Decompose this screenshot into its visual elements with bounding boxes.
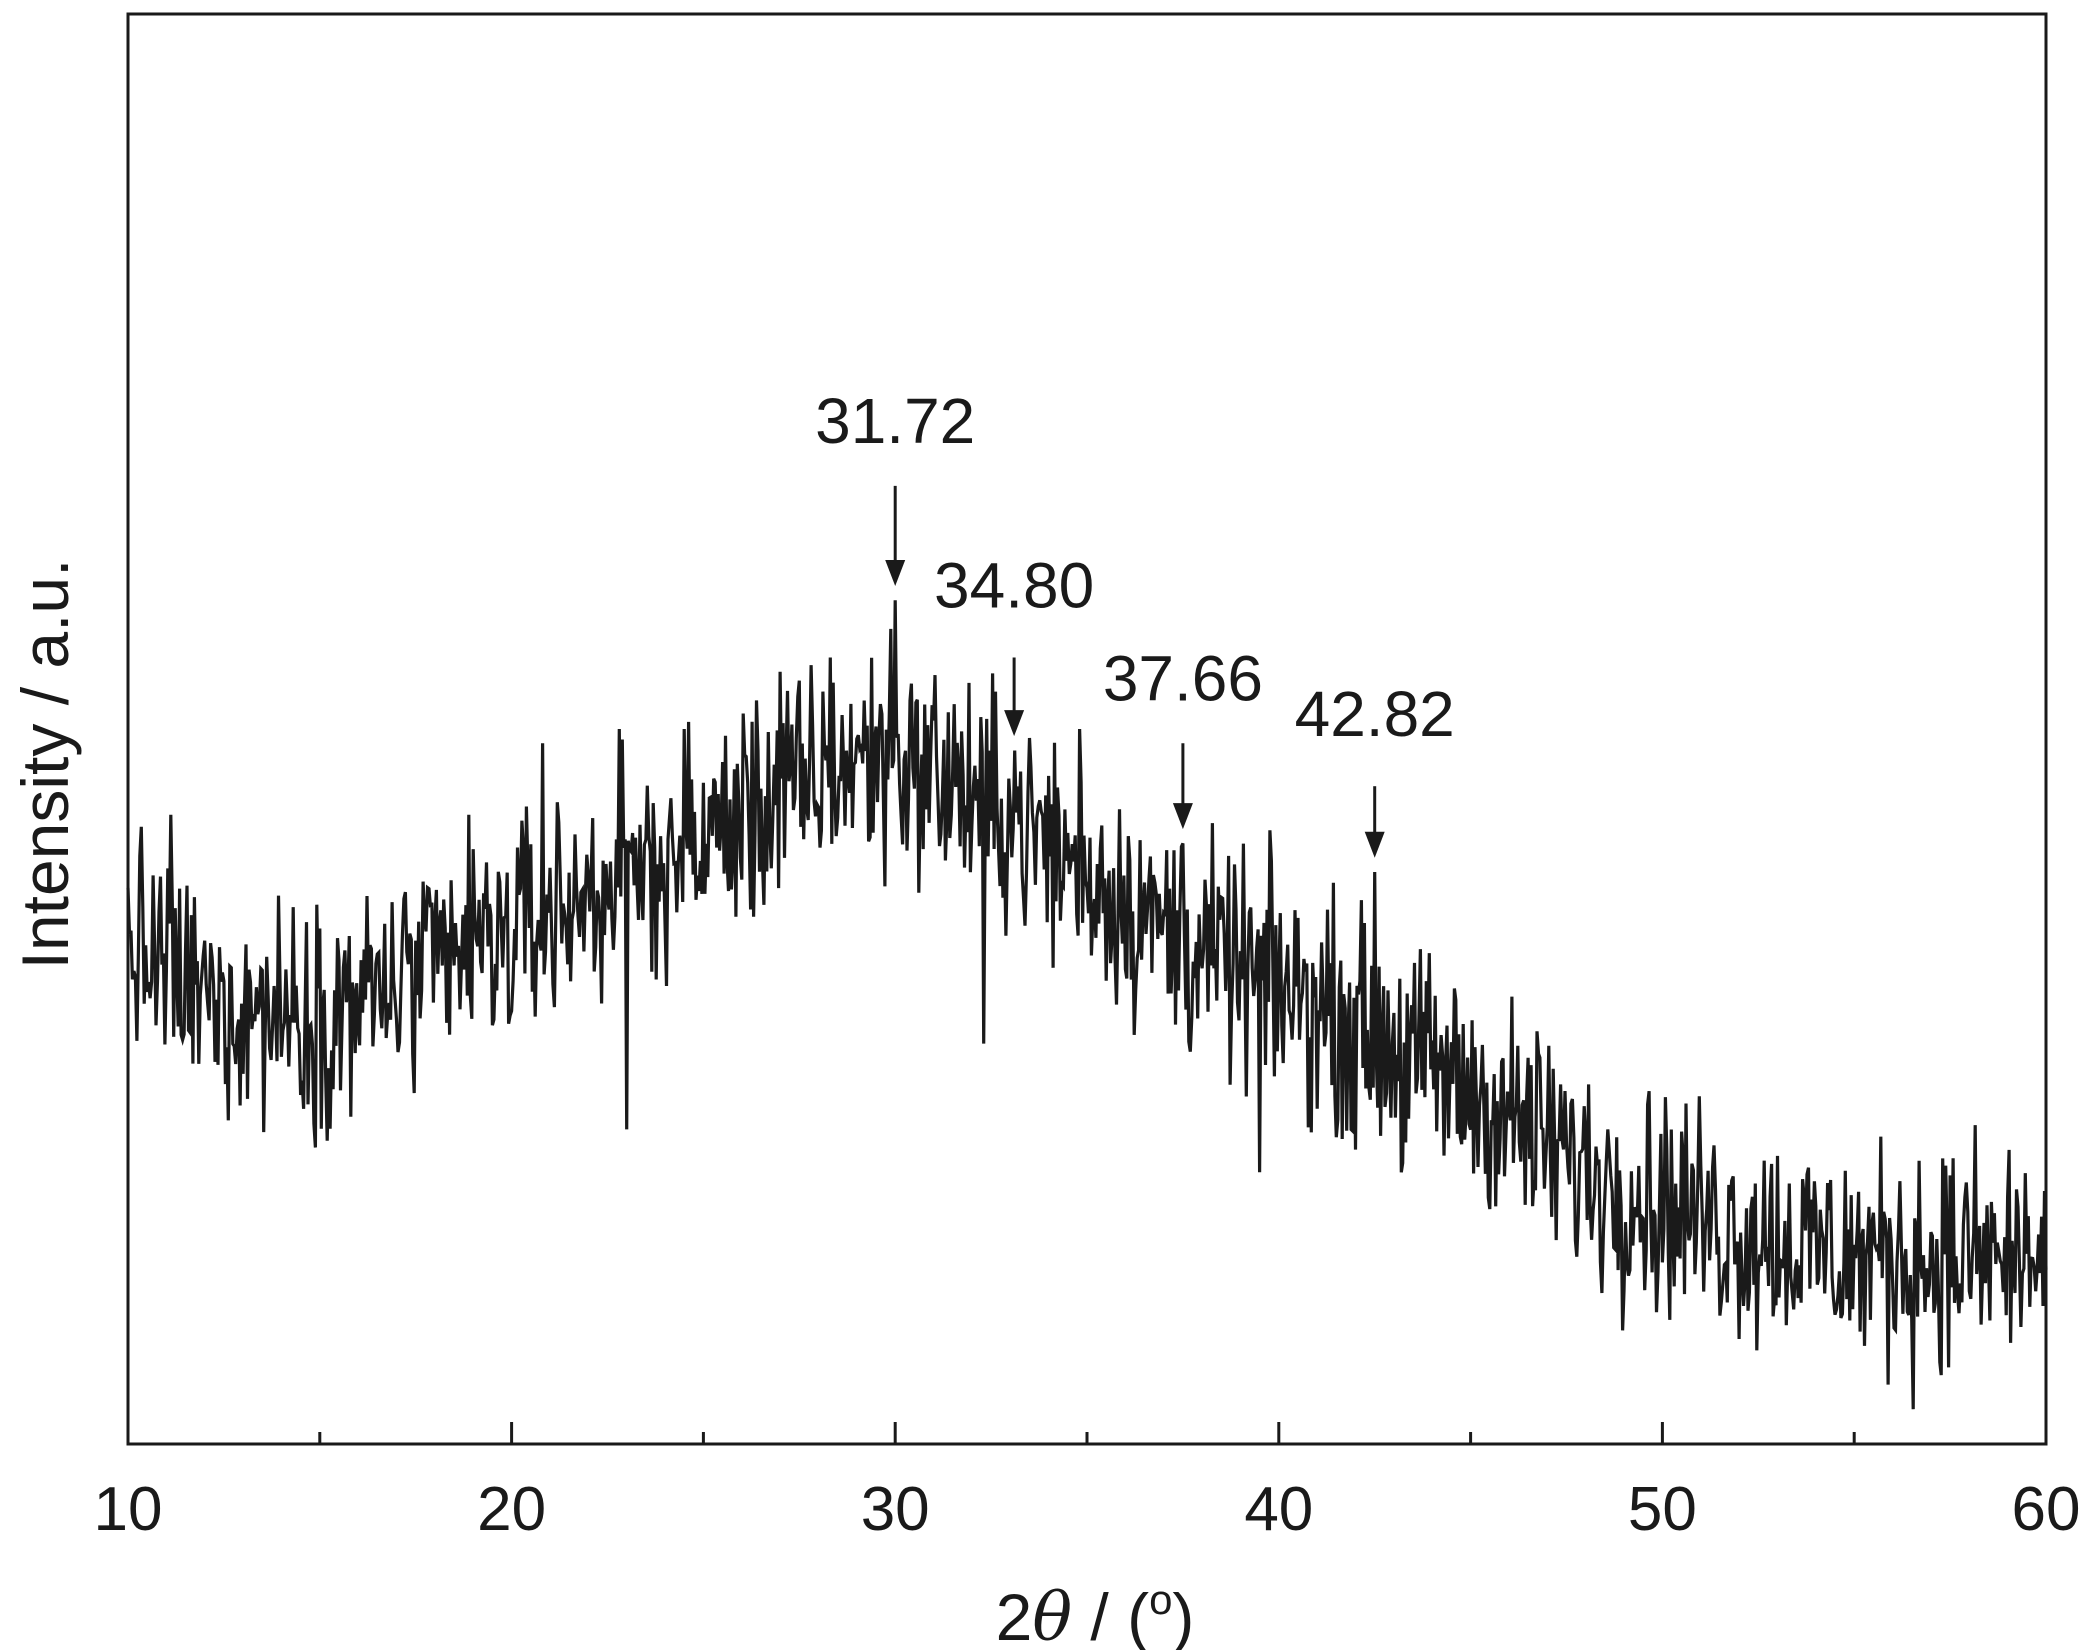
- x-axis-title-close: ): [1172, 1580, 1194, 1650]
- peak-arrow-head: [1004, 710, 1025, 737]
- x-tick-label: 30: [861, 1475, 930, 1544]
- y-axis-title: Intensity / a.u.: [8, 559, 82, 970]
- x-axis-title-prefix: 2: [996, 1580, 1033, 1650]
- peak-label: 34.80: [934, 549, 1094, 621]
- peak-arrow-head: [1364, 831, 1385, 858]
- peak-label: 37.66: [1103, 642, 1263, 714]
- x-tick-label: 50: [1628, 1475, 1697, 1544]
- theta-symbol: θ: [1032, 1579, 1072, 1650]
- peak-label: 42.82: [1295, 678, 1455, 750]
- peak-label: 31.72: [815, 385, 975, 457]
- x-axis-title: 2θ / (o): [996, 1576, 1195, 1650]
- plot-frame: [126, 12, 2048, 1446]
- x-axis-ticks: [126, 1422, 2048, 1444]
- peak-arrow-head: [1172, 803, 1193, 830]
- x-tick-label: 20: [477, 1475, 546, 1544]
- peak-arrow-head: [885, 560, 906, 586]
- xrd-trace: [126, 600, 2048, 1410]
- plot-layer: [126, 600, 2048, 1410]
- x-axis-title-suffix: / (: [1072, 1580, 1149, 1650]
- x-tick-label: 60: [2012, 1475, 2081, 1544]
- degree-superscript: o: [1149, 1576, 1172, 1623]
- x-tick-label: 10: [94, 1475, 163, 1544]
- x-tick-label: 40: [1244, 1475, 1313, 1544]
- x-axis-tick-labels: 10 20 30 40 50 60: [94, 1475, 2081, 1544]
